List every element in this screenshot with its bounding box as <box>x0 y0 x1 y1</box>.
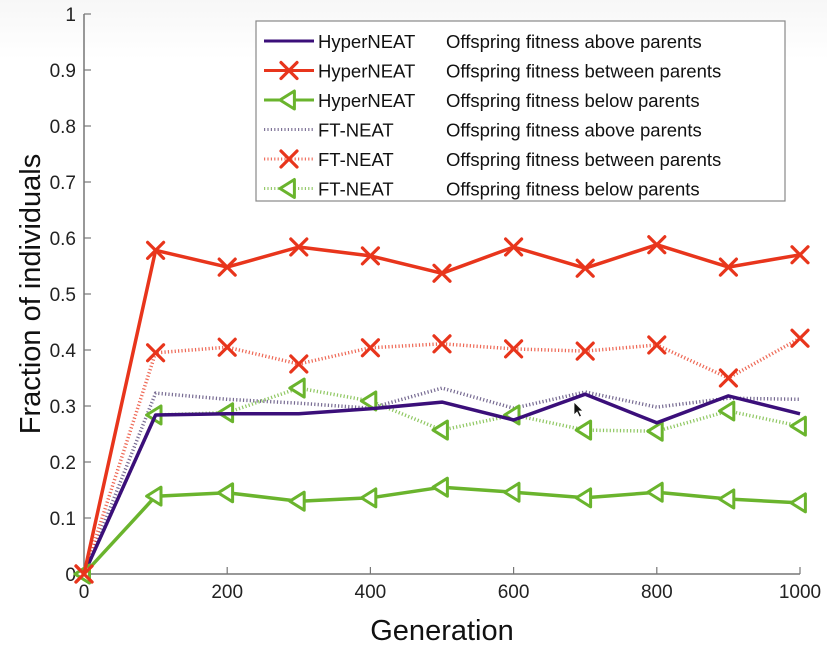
series-layer <box>73 235 810 585</box>
x-tick-label: 800 <box>641 582 673 603</box>
data-point-marker <box>432 263 452 283</box>
data-point-marker <box>717 400 736 422</box>
data-point-marker <box>288 490 306 512</box>
legend-box <box>255 20 786 202</box>
axes: 0 200 400 600 800 1000 0 0.1 0.2 0.3 0.4 0.5 0.6 0.7 0… <box>50 5 822 603</box>
legend-series-name: FT-NEAT <box>318 149 394 170</box>
y-tick-label: 0 <box>65 565 76 586</box>
series-hyperneat-above <box>82 392 801 575</box>
legend-item: HyperNEAT Offspring fitness above parents <box>264 31 702 52</box>
data-point-marker <box>575 341 595 361</box>
x-tick-label: 600 <box>498 582 530 603</box>
data-point-marker <box>217 257 237 277</box>
legend-series-name: HyperNEAT <box>318 90 415 111</box>
data-point-marker <box>432 334 452 354</box>
series-hyperneat-between <box>74 235 810 584</box>
x-axis-label: Generation <box>370 615 514 647</box>
y-axis-label: Fraction of individuals <box>15 154 47 434</box>
y-tick-label: 0.5 <box>50 285 76 306</box>
x-tick-label: 0 <box>79 582 90 603</box>
data-point-marker <box>288 377 306 399</box>
series-line <box>82 386 801 575</box>
legend-series-description: Offspring fitness below parents <box>446 179 700 200</box>
legend-item: FT-NEAT Offspring fitness below parents <box>264 178 700 200</box>
x-tick-label: 1000 <box>779 582 821 603</box>
legend-series-name: HyperNEAT <box>318 31 415 52</box>
y-tick-label: 0.8 <box>50 117 76 138</box>
data-point-marker <box>146 240 166 260</box>
legend-series-name: FT-NEAT <box>318 179 394 200</box>
data-point-marker <box>646 481 664 503</box>
data-point-marker <box>647 235 667 255</box>
data-point-marker <box>289 237 309 257</box>
data-point-marker <box>789 492 807 514</box>
data-point-marker <box>216 482 235 504</box>
data-point-marker <box>289 354 309 374</box>
y-tick-label: 1 <box>65 5 76 26</box>
series-line <box>82 392 801 575</box>
data-point-marker <box>359 390 378 412</box>
series-ft-neat-between <box>74 328 810 584</box>
legend: HyperNEAT Offspring fitness above parents… <box>255 20 786 202</box>
data-point-marker <box>431 476 449 498</box>
data-point-marker <box>574 487 593 509</box>
data-point-marker <box>717 488 736 510</box>
data-point-marker <box>718 257 738 277</box>
legend-series-name: FT-NEAT <box>318 120 394 141</box>
data-point-marker <box>74 564 94 584</box>
legend-series-description: Offspring fitness above parents <box>446 31 702 52</box>
y-tick-label: 0.2 <box>50 453 76 474</box>
data-point-marker <box>431 419 449 441</box>
mouse-cursor-icon <box>573 401 584 418</box>
data-point-marker <box>504 237 524 257</box>
legend-item: FT-NEAT Offspring fitness between parents <box>264 149 721 170</box>
legend-item: HyperNEAT Offspring fitness between paren… <box>264 61 721 82</box>
legend-marker-sample <box>278 178 296 199</box>
data-point-marker <box>574 419 593 441</box>
data-point-marker <box>503 481 521 503</box>
data-point-marker <box>146 343 166 363</box>
legend-series-description: Offspring fitness above parents <box>446 120 702 141</box>
legend-series-description: Offspring fitness between parents <box>446 61 721 82</box>
legend-item: HyperNEAT Offspring fitness below parents <box>264 89 700 111</box>
y-tick-label: 0.6 <box>50 229 76 250</box>
data-point-marker <box>575 258 595 278</box>
data-point-marker <box>360 246 380 266</box>
series-line <box>82 485 801 576</box>
legend-item: FT-NEAT Offspring fitness above parents <box>264 120 702 141</box>
data-point-marker <box>647 335 667 355</box>
legend-series-name: HyperNEAT <box>318 61 415 82</box>
data-point-marker <box>504 339 524 359</box>
data-point-marker <box>217 337 237 357</box>
legend-series-description: Offspring fitness below parents <box>446 90 700 111</box>
series-ft-neat-above <box>82 386 801 575</box>
data-point-marker <box>359 487 378 509</box>
y-tick-label: 0.7 <box>50 173 76 194</box>
x-tick-label: 200 <box>211 582 243 603</box>
legend-marker-sample <box>279 60 299 81</box>
legend-series-description: Offspring fitness between parents <box>446 149 721 170</box>
y-tick-label: 0.4 <box>50 341 77 362</box>
data-point-marker <box>360 338 380 358</box>
data-point-marker <box>718 368 738 388</box>
data-point-marker <box>790 328 810 348</box>
series-line <box>82 336 801 575</box>
data-point-marker <box>646 420 664 442</box>
y-tick-label: 0.1 <box>50 509 76 530</box>
x-tick-label: 400 <box>355 582 387 603</box>
series-hyperneat-below <box>73 476 807 585</box>
data-point-marker <box>789 415 807 437</box>
y-tick-label: 0.3 <box>50 397 76 418</box>
legend-marker-sample <box>278 89 296 111</box>
data-point-marker <box>790 245 810 265</box>
y-tick-label: 0.9 <box>50 61 76 82</box>
legend-marker-sample <box>279 149 299 169</box>
data-point-marker <box>145 485 163 507</box>
